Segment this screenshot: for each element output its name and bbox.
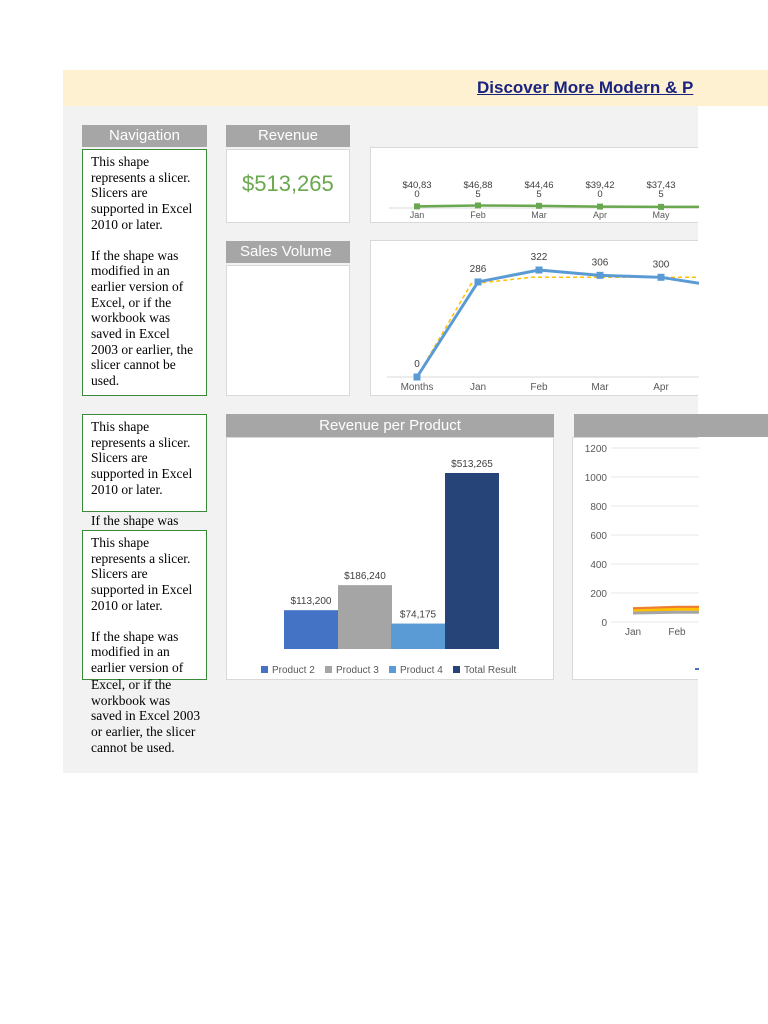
sales-volume-chart: 0 Months 286 Jan 322 Feb 306 Mar 300 Apr (370, 240, 699, 396)
sales-volume-data-label: 322 (531, 252, 548, 263)
y-tick-label: 1200 (585, 444, 608, 455)
revenue-data-label-tail: 5 (658, 189, 663, 200)
revenue-trend-svg: $40,830Jan$46,885Feb$44,465Mar$39,420Apr… (389, 180, 699, 220)
x-tick-label: Apr (593, 210, 607, 220)
revenue-trend-chart: $40,83 0 Jan $46,88 5 Feb $44,46 5 Mar $39,42 0 Apr… (370, 147, 699, 223)
revenue-header: Revenue (226, 125, 350, 147)
legend-entry: Total Result (464, 665, 516, 676)
legend-entry: Product 2 (272, 665, 315, 676)
revenue-per-product-chart: $113,200 $186,240 $74,175 $513,265 Product 2… (226, 437, 554, 680)
legend-entry: Product 3 (336, 665, 379, 676)
bar-data-label: $186,240 (344, 571, 386, 582)
area-series-1 (632, 607, 699, 613)
y-tick-label: 800 (590, 502, 607, 513)
slicer-message-1: This shape represents a slicer. Slicers … (91, 154, 193, 232)
x-tick-label: Months (401, 382, 434, 393)
y-tick-label: 0 (601, 618, 607, 629)
bar-data-label: $513,265 (451, 459, 493, 470)
navigation-slicer[interactable]: This shape represents a slicer. Slicers … (82, 149, 207, 396)
revenue-value: $513,265 (242, 171, 334, 196)
overflow-text-bottom: Excel, or if the workbook was saved in E… (91, 677, 201, 755)
x-tick-label: Feb (470, 210, 486, 220)
revenue-point (475, 202, 481, 209)
revenue-data-label-tail: 5 (475, 189, 480, 200)
sales-volume-point (596, 271, 604, 279)
sales-volume-point (535, 266, 543, 274)
sales-volume-data-label: 306 (592, 257, 609, 268)
sales-volume-panel (226, 265, 350, 396)
x-tick-label: Jan (625, 627, 641, 638)
sales-volume-svg: 0 Months 286 Jan 322 Feb 306 Mar 300 Apr (387, 252, 699, 393)
overflow-text-top: If the shape was (91, 513, 179, 528)
discover-more-link[interactable]: Discover More Modern & P (477, 78, 694, 97)
slicer-2-message: This shape represents a slicer. Slicers … (91, 419, 193, 497)
x-tick-label: Apr (653, 382, 669, 393)
revenue-data-label: $46,88 (463, 180, 492, 191)
x-tick-label: May (652, 210, 670, 220)
slicer-2[interactable]: This shape represents a slicer. Slicers … (82, 414, 207, 512)
y-tick-label: 400 (590, 560, 607, 571)
revenue-data-label-tail: 0 (597, 189, 602, 200)
bar-product-2 (284, 610, 338, 649)
area-series-0 (632, 605, 699, 611)
x-tick-label: Jan (410, 210, 425, 220)
x-tick-label: Feb (668, 627, 686, 638)
navigation-header: Navigation (82, 125, 207, 147)
slicer-3[interactable]: This shape represents a slicer. Slicers … (82, 530, 207, 680)
bar-data-label: $74,175 (400, 610, 437, 621)
sales-volume-data-label: 0 (414, 359, 420, 370)
legend-entry: Product 4 (400, 665, 443, 676)
sales-volume-point (474, 278, 482, 286)
area-chart: 1200 1000 800 600 400 200 0 Jan Feb (572, 437, 699, 680)
bar-data-label: $113,200 (291, 596, 332, 607)
revenue-data-label: $37,43 (646, 180, 675, 191)
y-tick-label: 600 (590, 531, 607, 542)
revenue-per-product-svg: $113,200 $186,240 $74,175 $513,265 Product 2… (261, 459, 516, 676)
slicer-3-message-2: If the shape was modified in an earlier … (91, 628, 184, 675)
top-banner (63, 70, 768, 106)
legend-swatch (325, 666, 332, 673)
y-tick-label: 1000 (585, 473, 608, 484)
sales-volume-header: Sales Volume (226, 241, 350, 263)
area-series-2 (632, 610, 699, 615)
revenue-data-label: $39,42 (585, 180, 614, 191)
legend-swatch (695, 668, 699, 670)
revenue-data-label: $44,46 (524, 180, 553, 191)
legend-swatch (389, 666, 396, 673)
revenue-kpi-panel (226, 149, 350, 223)
legend-swatch (261, 666, 268, 673)
x-tick-label: Mar (591, 382, 609, 393)
revenue-data-label-tail: 5 (536, 189, 541, 200)
slicer-3-message-1: This shape represents a slicer. Slicers … (91, 535, 193, 613)
revenue-series-line (416, 204, 699, 209)
revenue-data-label-tail: 0 (414, 189, 419, 200)
sales-volume-series-line (415, 268, 699, 378)
x-tick-label: Jan (470, 382, 486, 393)
revenue-point (414, 203, 420, 210)
area-chart-svg: 1200 1000 800 600 400 200 0 Jan Feb (585, 444, 699, 670)
bar-product-3 (338, 585, 392, 649)
sales-volume-data-label: 286 (470, 264, 487, 275)
sales-volume-data-label: 300 (653, 259, 670, 270)
x-tick-label: Mar (531, 210, 547, 220)
revenue-point (597, 203, 603, 210)
slicer-message-2: If the shape was modified in an earlier … (91, 247, 194, 389)
revenue-data-label: $40,83 (402, 180, 431, 191)
revenue-point (536, 202, 542, 209)
revenue-per-product-header: Revenue per Product (226, 414, 554, 437)
legend-swatch (453, 666, 460, 673)
area-chart-header (574, 414, 768, 437)
revenue-point (658, 203, 664, 210)
x-tick-label: Feb (530, 382, 548, 393)
bar-product-4 (391, 623, 445, 649)
sales-volume-point (657, 273, 665, 281)
bar-total-result (445, 473, 499, 649)
trendline (416, 276, 699, 378)
y-tick-label: 200 (590, 589, 607, 600)
sales-volume-point (413, 373, 421, 381)
